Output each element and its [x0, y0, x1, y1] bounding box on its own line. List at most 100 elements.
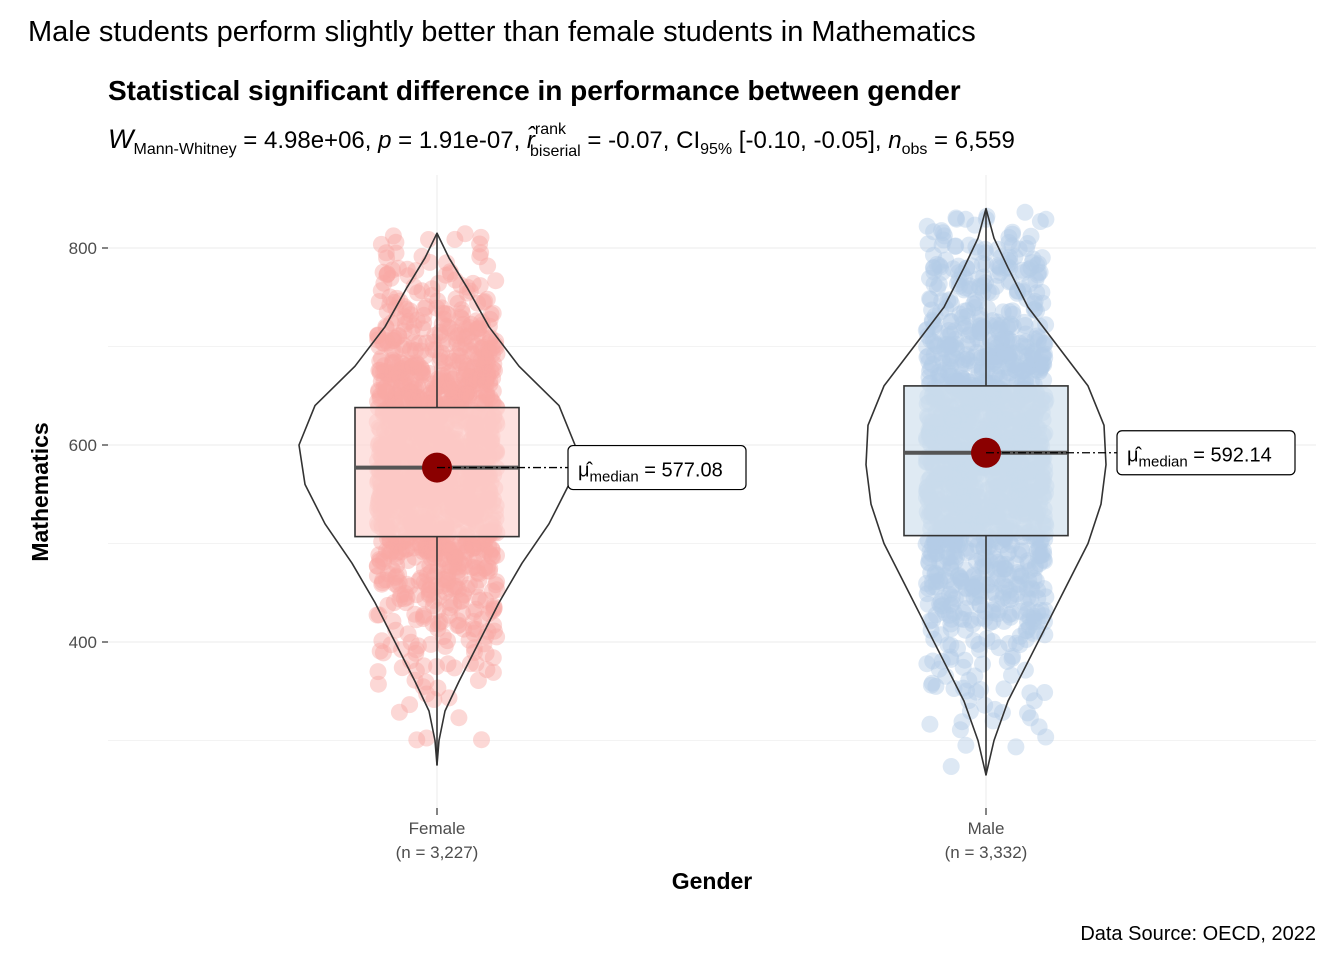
data-point: [921, 716, 938, 733]
data-point: [1036, 684, 1053, 701]
data-point: [426, 327, 443, 344]
data-point: [425, 341, 442, 358]
data-point: [949, 275, 966, 292]
data-point: [932, 626, 949, 643]
data-point: [425, 691, 442, 708]
data-point: [440, 364, 457, 381]
data-point: [974, 656, 991, 673]
data-point: [1037, 729, 1054, 746]
data-point: [948, 339, 965, 356]
data-point: [377, 384, 394, 401]
data-point: [921, 290, 938, 307]
data-point: [461, 369, 478, 386]
data-point: [384, 261, 401, 278]
data-point: [1035, 607, 1052, 624]
axis-layer: 400600800Female(n = 3,227)Male(n = 3,332…: [69, 239, 1028, 862]
data-point: [977, 603, 994, 620]
data-point: [472, 592, 489, 609]
data-point: [957, 737, 974, 754]
data-point: [488, 573, 505, 590]
data-point: [920, 353, 937, 370]
data-point: [954, 713, 971, 730]
data-point: [996, 560, 1013, 577]
data-point: [453, 311, 470, 328]
data-point: [948, 210, 965, 227]
data-point: [974, 255, 991, 272]
data-point: [1011, 241, 1028, 258]
data-point: [937, 567, 954, 584]
data-point: [439, 632, 456, 649]
data-point: [924, 675, 941, 692]
data-point: [919, 218, 936, 235]
data-point: [958, 579, 975, 596]
y-tick-label: 600: [69, 436, 97, 455]
chart-title: Male students perform slightly better th…: [28, 16, 976, 48]
data-point: [412, 359, 429, 376]
data-point: [1025, 350, 1042, 367]
data-point: [439, 536, 456, 553]
x-axis-title: Gender: [672, 868, 753, 894]
data-point: [488, 339, 505, 356]
data-point: [1026, 560, 1043, 577]
stats-r-sub: biserial: [530, 143, 581, 160]
data-point: [478, 645, 495, 662]
stats-p-symbol: p: [377, 127, 391, 154]
data-point: [385, 227, 402, 244]
data-point: [401, 696, 418, 713]
data-point: [934, 264, 951, 281]
stats-ci-sub: 95%: [700, 141, 732, 158]
stats-n-symbol: n: [888, 127, 901, 154]
data-point: [446, 231, 463, 248]
data-point: [477, 372, 494, 389]
data-point: [1020, 261, 1037, 278]
data-point: [390, 543, 407, 560]
data-point: [411, 572, 428, 589]
data-point: [1029, 590, 1046, 607]
data-point: [473, 731, 490, 748]
y-axis-title: Mathematics: [27, 422, 53, 561]
stats-w-value: = 4.98e+06,: [237, 127, 378, 154]
data-point: [1018, 631, 1035, 648]
data-point: [375, 644, 392, 661]
stats-p-value: = 1.91e-07,: [391, 127, 526, 154]
data-point: [470, 672, 487, 689]
data-point: [934, 237, 951, 254]
data-point: [986, 701, 1003, 718]
data-point: [986, 335, 1003, 352]
x-tick-sublabel: (n = 3,332): [945, 843, 1028, 862]
data-point: [477, 628, 494, 645]
data-point: [963, 543, 980, 560]
stats-r-value: = -0.07, CI: [581, 127, 700, 154]
data-point: [475, 294, 492, 311]
data-point: [388, 330, 405, 347]
x-tick-label: Male: [968, 819, 1005, 838]
data-point: [1011, 576, 1028, 593]
stats-n-sub: obs: [902, 141, 928, 158]
data-point: [928, 606, 945, 623]
data-point: [472, 277, 489, 294]
data-point: [406, 606, 423, 623]
data-point: [943, 758, 960, 775]
data-point: [372, 362, 389, 379]
data-point: [989, 321, 1006, 338]
data-point: [452, 569, 469, 586]
data-point: [975, 284, 992, 301]
data-point: [430, 616, 447, 633]
data-point: [962, 612, 979, 629]
y-tick-label: 400: [69, 633, 97, 652]
data-point: [971, 364, 988, 381]
stats-ci-value: [-0.10, -0.05],: [732, 127, 888, 154]
data-point: [381, 296, 398, 313]
data-point: [984, 355, 1001, 372]
x-tick-sublabel: (n = 3,227): [396, 843, 479, 862]
data-point: [487, 272, 504, 289]
data-point: [1019, 704, 1036, 721]
data-point: [1021, 684, 1038, 701]
data-point: [918, 655, 935, 672]
data-point: [412, 536, 429, 553]
stats-n-value: = 6,559: [927, 127, 1014, 154]
x-tick-label: Female: [409, 819, 466, 838]
data-point: [1017, 662, 1034, 679]
data-point: [485, 664, 502, 681]
